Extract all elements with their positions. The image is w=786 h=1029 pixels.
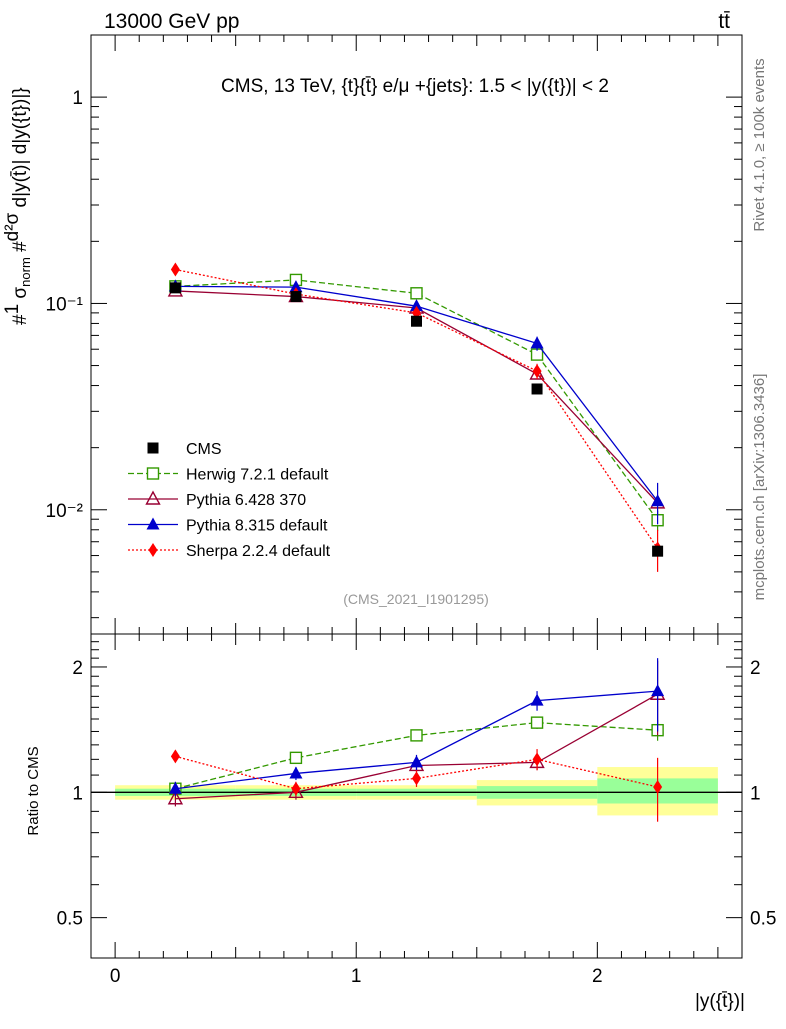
sherpa-2-2-4-default-ratio-point (170, 749, 180, 764)
ratio-y-tick-label-right: 0.5 (750, 909, 776, 930)
main-y-tick-label: 10⁻¹ (46, 294, 84, 315)
herwig-7-2-1-default-point (410, 287, 423, 300)
ratio-ylabel: Ratio to CMS (25, 746, 42, 835)
ratio-plot-area: 2 2 1 1 0.5 0.5 0 1 2 (57, 633, 776, 987)
legend-marker (146, 517, 160, 530)
pythia-8-315-default-point (530, 336, 544, 349)
pythia-8-315-default-ratio-point (168, 781, 182, 794)
sherpa-2-2-4-default-point (532, 364, 542, 379)
header-process-label: tt̄ (718, 10, 730, 33)
main-y-tick-label: 10⁻² (46, 501, 84, 522)
cms-point (652, 545, 664, 557)
pythia-6-428-370-ratio-point (167, 790, 184, 805)
main-chart-title: CMS, 13 TeV, {t}{t̄} e/μ +{jets}: 1.5 < … (221, 76, 609, 97)
legend-label: Herwig 7.2.1 default (186, 467, 329, 484)
pythia-8-315-default-point (410, 299, 423, 312)
sherpa-2-2-4-default-ratio-point (532, 752, 542, 767)
header-energy-label: 13000 GeV pp (104, 10, 239, 33)
ratio-xlabel: |y({t̄})| (695, 991, 745, 1012)
cms-point (531, 383, 543, 395)
ratio-frame (90, 633, 743, 959)
ratio-y-tick-label-left: 0.5 (57, 909, 83, 930)
herwig-7-2-1-default-ratio-point (410, 729, 423, 742)
ratio-y-tick-label-left: 2 (72, 658, 83, 679)
cms-point (169, 282, 181, 294)
main-plot-area: 1 10⁻¹ 10⁻² CMS Herwig 7.2.1 default Pythia 6… (46, 34, 743, 635)
pythia-8-315-default-point (651, 494, 665, 507)
pythia-8-315-default-ratio-point (289, 766, 303, 779)
legend-label: Pythia 8.315 default (186, 518, 328, 535)
x-tick-label: 1 (351, 966, 362, 987)
rivet-version-label: Rivet 4.1.0, ≥ 100k events (751, 58, 768, 231)
legend-label: CMS (186, 441, 222, 458)
mcplots-credit-label: mcplots.cern.ch [arXiv:1306.3436] (751, 374, 768, 601)
sherpa-2-2-4-default-ratio-point (412, 771, 421, 786)
legend-marker (148, 543, 158, 557)
ratio-y-tick-label-left: 1 (72, 783, 83, 804)
legend-marker (145, 490, 161, 505)
x-tick-label: 0 (110, 966, 121, 987)
analysis-id-watermark: (CMS_2021_I1901295) (343, 591, 489, 607)
cms-point (290, 291, 302, 303)
pythia-8-315-default-ratio-point (651, 684, 665, 697)
sherpa-2-2-4-default-ratio-point (291, 781, 301, 796)
herwig-7-2-1-default-ratio-point (530, 716, 544, 729)
ratio-y-tick-label-right: 2 (750, 658, 761, 679)
legend-label: Sherpa 2.2.4 default (186, 543, 331, 560)
cms-point (411, 315, 422, 327)
pythia-8-315-default-point (289, 280, 303, 293)
pythia-8-315-default-ratio-point (530, 693, 544, 706)
legend-marker (147, 442, 159, 454)
herwig-7-2-1-default-ratio-point (289, 751, 303, 765)
main-y-tick-label: 1 (72, 88, 83, 109)
herwig-7-2-1-default-point (530, 348, 544, 361)
x-tick-label: 2 (592, 966, 603, 987)
main-ylabel-text: #1 σnorm #d²σ d|y(t̄)| d|y({t})|} (2, 87, 33, 325)
sherpa-2-2-4-default-point (170, 262, 180, 277)
herwig-7-2-1-default-line (175, 279, 659, 521)
ratio-y-tick-label-right: 1 (750, 783, 761, 804)
sherpa-2-2-4-default-ratio-point (653, 779, 663, 794)
legend-marker (146, 467, 160, 480)
legend-label: Pythia 6.428 370 (186, 492, 306, 509)
pythia-6-428-370-ratio-point (288, 783, 304, 799)
pythia-8-315-default-ratio-point (410, 755, 423, 768)
main-ylabel: #1 σnorm #d²σ d|y(t̄)| d|y({t})|} (2, 87, 33, 325)
